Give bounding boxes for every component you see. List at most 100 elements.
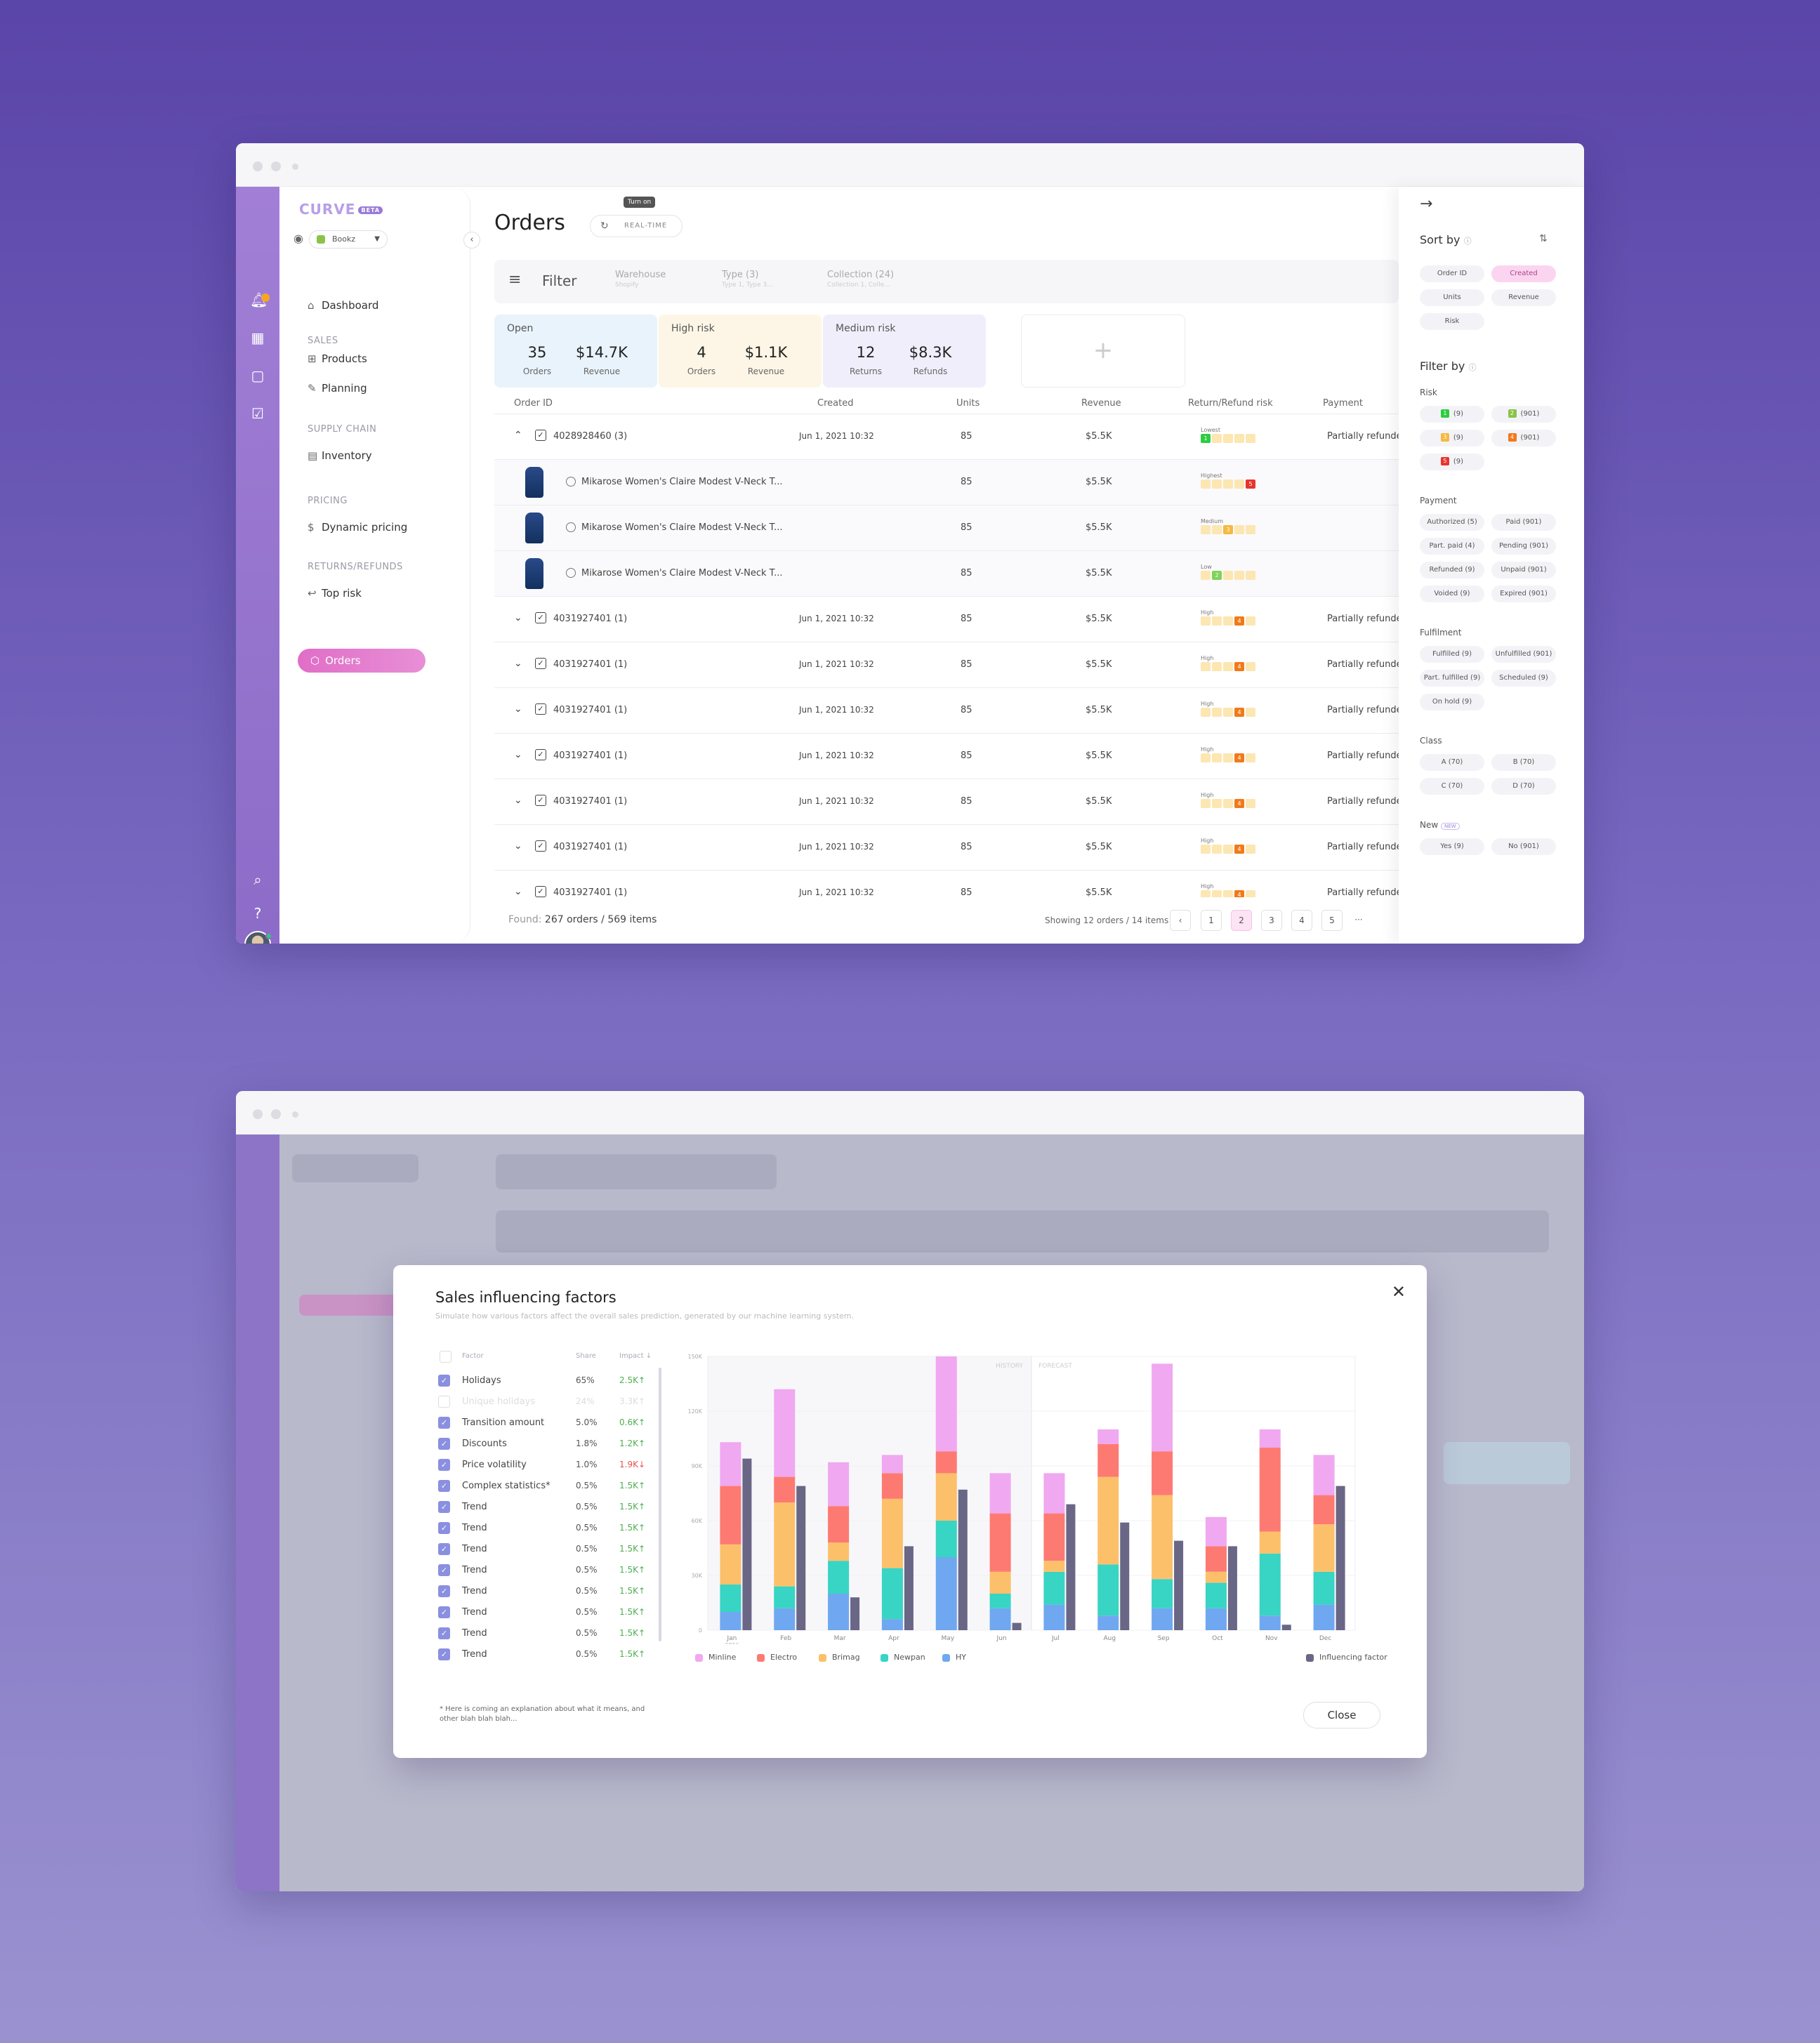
- table-row[interactable]: Mikarose Women's Claire Modest V-Neck T.…: [494, 460, 1399, 505]
- page-button[interactable]: 2: [1231, 910, 1252, 931]
- legend-item[interactable]: HY: [942, 1653, 966, 1662]
- nav-dashboard[interactable]: ⌂ Dashboard: [308, 299, 379, 312]
- factor-row[interactable]: ✓ Trend 0.5% 1.5K↑: [438, 1602, 656, 1623]
- prev-page-button[interactable]: ‹: [1170, 910, 1191, 931]
- calendar-icon[interactable]: ▦: [251, 329, 265, 346]
- window-dot[interactable]: [292, 164, 298, 170]
- factor-checkbox[interactable]: ✓: [438, 1417, 450, 1429]
- checkbox[interactable]: ✓: [535, 840, 546, 852]
- chevron-down-icon[interactable]: ⌄: [514, 658, 522, 669]
- sort-chip[interactable]: Created: [1491, 265, 1556, 282]
- table-row[interactable]: ⌄ ✓ 4031927401 (1) Jun 1, 2021 10:32 85 $5.5K…: [494, 597, 1399, 642]
- factor-checkbox[interactable]: ✓: [438, 1606, 450, 1618]
- help-icon[interactable]: ?: [253, 905, 262, 922]
- factor-row[interactable]: ✓ Trend 0.5% 1.5K↑: [438, 1623, 656, 1644]
- col-share[interactable]: Share: [576, 1352, 596, 1360]
- col-order-id[interactable]: Order ID: [514, 398, 553, 409]
- window-dot[interactable]: [292, 1111, 298, 1118]
- class-filter-chip[interactable]: C (70): [1420, 778, 1484, 795]
- factor-row[interactable]: ✓ Trend 0.5% 1.5K↑: [438, 1581, 656, 1602]
- chevron-down-icon[interactable]: ⌄: [514, 703, 522, 715]
- eye-icon[interactable]: ◉: [294, 232, 303, 245]
- table-row[interactable]: Mikarose Women's Claire Modest V-Neck T.…: [494, 505, 1399, 551]
- factor-row[interactable]: ✓ Discounts 1.8% 1.2K↑: [438, 1434, 656, 1455]
- payment-filter-chip[interactable]: Voided (9): [1420, 586, 1484, 602]
- factor-row[interactable]: ✓ Trend 0.5% 1.5K↑: [438, 1518, 656, 1539]
- close-button[interactable]: Close: [1303, 1702, 1380, 1728]
- payment-filter-chip[interactable]: Unpaid (901): [1491, 562, 1556, 578]
- legend-item[interactable]: Newpan: [881, 1653, 925, 1662]
- sort-chip[interactable]: Revenue: [1491, 289, 1556, 306]
- kpi-card[interactable]: High risk 4 Orders $1.1K Revenue: [659, 315, 822, 388]
- nav-top-risk[interactable]: ↩ Top risk: [308, 587, 362, 600]
- chevron-up-icon[interactable]: ⌃: [514, 430, 522, 441]
- fulfilment-filter-chip[interactable]: Part. fulfilled (9): [1420, 670, 1484, 687]
- page-button[interactable]: 5: [1321, 910, 1343, 931]
- table-row[interactable]: ⌄ ✓ 4031927401 (1) Jun 1, 2021 10:32 85 $5.5K…: [494, 871, 1399, 897]
- table-row[interactable]: ⌄ ✓ 4031927401 (1) Jun 1, 2021 10:32 85 $5.5K…: [494, 688, 1399, 734]
- payment-filter-chip[interactable]: Expired (901): [1491, 586, 1556, 602]
- close-icon[interactable]: ✕: [1391, 1282, 1406, 1302]
- factor-checkbox[interactable]: ✓: [438, 1627, 450, 1639]
- fulfilment-filter-chip[interactable]: Scheduled (9): [1491, 670, 1556, 687]
- risk-filter-chip[interactable]: 3 (9): [1420, 430, 1484, 447]
- checkbox[interactable]: ✓: [535, 612, 546, 623]
- search-icon[interactable]: ⌕: [253, 871, 262, 888]
- class-filter-chip[interactable]: B (70): [1491, 754, 1556, 771]
- risk-filter-chip[interactable]: 5 (9): [1420, 454, 1484, 470]
- checkbox[interactable]: ✓: [535, 430, 546, 441]
- factor-row[interactable]: ✓ Trend 0.5% 1.5K↑: [438, 1560, 656, 1581]
- factor-checkbox[interactable]: ✓: [438, 1459, 450, 1471]
- risk-filter-chip[interactable]: 4 (901): [1491, 430, 1556, 447]
- factor-row[interactable]: ✓ Trend 0.5% 1.5K↑: [438, 1644, 656, 1665]
- add-card-button[interactable]: +: [1021, 315, 1185, 388]
- table-row[interactable]: ⌃ ✓ 4028928460 (3) Jun 1, 2021 10:32 85 $5.5K…: [494, 414, 1399, 460]
- nav-orders[interactable]: ⬡ Orders: [298, 649, 426, 673]
- page-button[interactable]: 4: [1291, 910, 1312, 931]
- risk-filter-chip[interactable]: 2 (901): [1491, 406, 1556, 423]
- factor-row[interactable]: ✓ Complex statistics* 0.5% 1.5K↑: [438, 1476, 656, 1497]
- payment-filter-chip[interactable]: Pending (901): [1491, 538, 1556, 555]
- payment-filter-chip[interactable]: Part. paid (4): [1420, 538, 1484, 555]
- legend-item[interactable]: Electro: [757, 1653, 797, 1662]
- chevron-down-icon[interactable]: ⌄: [514, 886, 522, 897]
- new-filter-chip[interactable]: Yes (9): [1420, 838, 1484, 855]
- factor-row[interactable]: ✓ Price volatility 1.0% 1.9K↓: [438, 1455, 656, 1476]
- arrow-right-icon[interactable]: →: [1420, 195, 1433, 213]
- store-selector[interactable]: Bookz ▼: [309, 230, 388, 249]
- product-info-icon[interactable]: [566, 568, 576, 578]
- factor-checkbox[interactable]: ✓: [438, 1564, 450, 1576]
- legend-item[interactable]: Brimag: [819, 1653, 860, 1662]
- factor-checkbox[interactable]: [438, 1396, 450, 1408]
- checkbox[interactable]: ✓: [535, 658, 546, 669]
- col-impact[interactable]: Impact ↓: [619, 1352, 652, 1360]
- nav-planning[interactable]: ✎ Planning: [308, 382, 367, 395]
- chevron-down-icon[interactable]: ⌄: [514, 749, 522, 760]
- payment-filter-chip[interactable]: Refunded (9): [1420, 562, 1484, 578]
- filter-type[interactable]: Type (3) Type 1, Type 3...: [722, 270, 773, 289]
- factor-row[interactable]: ✓ Trend 0.5% 1.5K↑: [438, 1497, 656, 1518]
- factor-checkbox[interactable]: ✓: [438, 1501, 450, 1513]
- window-dot[interactable]: [253, 1109, 263, 1119]
- table-row[interactable]: ⌄ ✓ 4031927401 (1) Jun 1, 2021 10:32 85 $5.5K…: [494, 779, 1399, 825]
- sort-chip[interactable]: Units: [1420, 289, 1484, 306]
- factor-checkbox[interactable]: ✓: [438, 1522, 450, 1534]
- realtime-toggle[interactable]: ↻ REAL-TIME: [590, 215, 682, 237]
- factor-row[interactable]: ✓ Holidays 65% 2.5K↑: [438, 1370, 656, 1391]
- window-dot[interactable]: [253, 161, 263, 171]
- filter-collection[interactable]: Collection (24) Collection 1, Colle...: [827, 270, 895, 289]
- factor-row[interactable]: Unique holidays 24% 3.3K↑: [438, 1391, 656, 1413]
- product-info-icon[interactable]: [566, 477, 576, 487]
- factor-checkbox[interactable]: ✓: [438, 1543, 450, 1555]
- factor-checkbox[interactable]: ✓: [438, 1438, 450, 1450]
- payment-filter-chip[interactable]: Paid (901): [1491, 514, 1556, 531]
- factor-row[interactable]: ✓ Transition amount 5.0% 0.6K↑: [438, 1413, 656, 1434]
- checkbox[interactable]: ✓: [535, 703, 546, 715]
- window-dot[interactable]: [271, 1109, 281, 1119]
- checklist-icon[interactable]: ☑: [251, 405, 264, 422]
- sort-chip[interactable]: Risk: [1420, 313, 1484, 330]
- legend-item[interactable]: Influencing factor: [1306, 1653, 1387, 1662]
- table-row[interactable]: ⌄ ✓ 4031927401 (1) Jun 1, 2021 10:32 85 $5.5K…: [494, 642, 1399, 688]
- table-row[interactable]: ⌄ ✓ 4031927401 (1) Jun 1, 2021 10:32 85 $5.5K…: [494, 734, 1399, 779]
- sort-chip[interactable]: Order ID: [1420, 265, 1484, 282]
